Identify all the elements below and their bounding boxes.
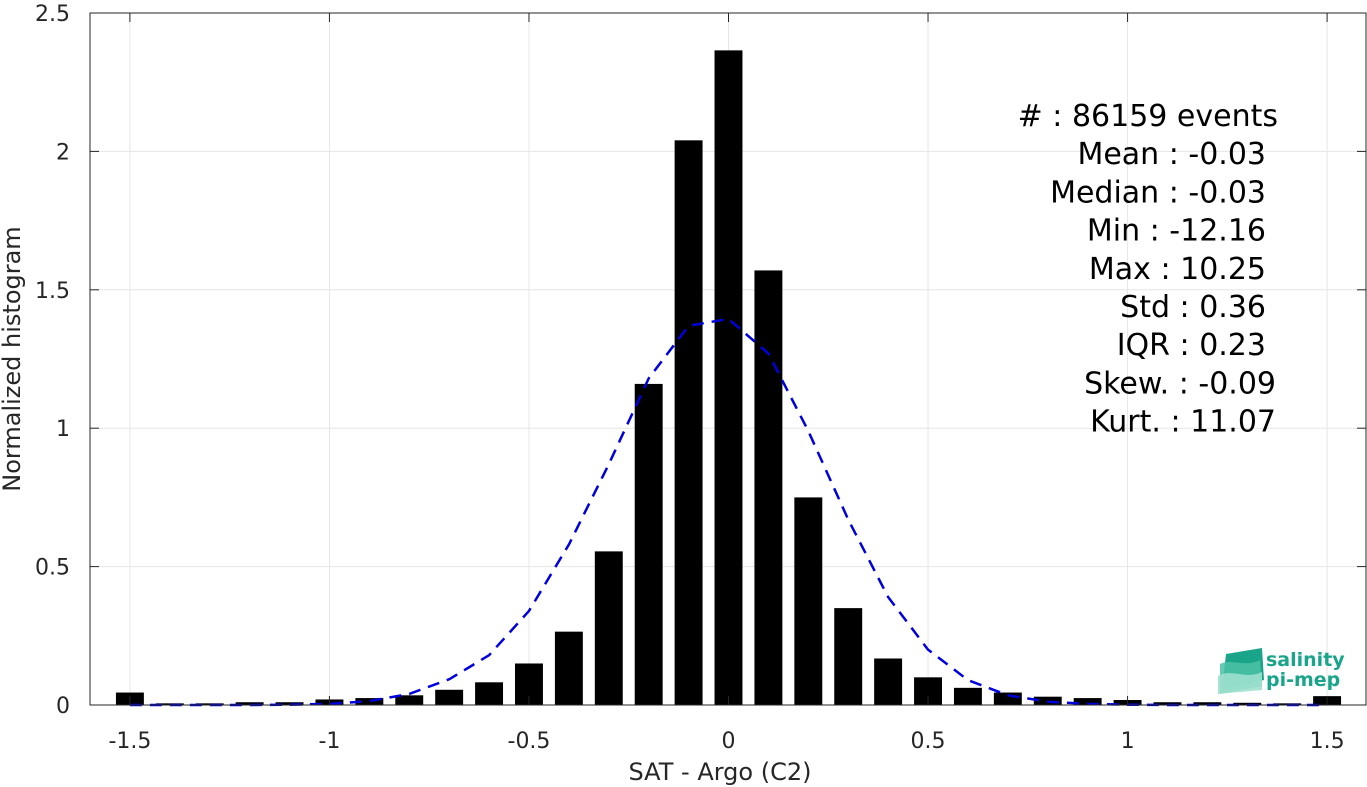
histogram-bar-26	[1153, 702, 1182, 705]
y-tick-label-0: 0	[56, 694, 70, 719]
y-axis-label: Normalized histogram	[0, 226, 26, 491]
logo-line1: salinity	[1266, 649, 1345, 671]
stat-line-6: IQR : 0.23	[1117, 328, 1266, 363]
histogram-bar-15	[714, 50, 743, 706]
stat-line-8: Kurt. : 11.07	[1090, 405, 1276, 440]
x-axis-label: SAT - Argo (C2)	[629, 758, 812, 786]
y-tick-label-2: 1	[56, 417, 70, 442]
stat-line-5: Std : 0.36	[1120, 290, 1266, 325]
histogram-bar-11	[554, 631, 583, 705]
histogram-bar-17	[794, 497, 823, 705]
histogram-bar-13	[634, 383, 663, 705]
logo-line2: pi-mep	[1266, 669, 1340, 691]
histogram-bar-27	[1193, 702, 1222, 705]
y-tick-label-4: 2	[56, 140, 70, 165]
stat-line-0: # : 86159 events	[1018, 99, 1278, 134]
stat-line-4: Max : 10.25	[1089, 252, 1266, 287]
stat-line-3: Min : -12.16	[1087, 214, 1266, 249]
histogram-bar-16	[754, 270, 783, 705]
stat-line-1: Mean : -0.03	[1077, 137, 1266, 172]
x-tick-label-2: -0.5	[508, 729, 551, 754]
histogram-bar-3	[235, 702, 264, 705]
histogram-bar-12	[594, 551, 623, 705]
logo-waves-icon	[1218, 648, 1264, 694]
histogram-bar-6	[355, 698, 384, 705]
x-tick-label-5: 1	[1121, 729, 1135, 754]
histogram-bar-14	[674, 140, 703, 705]
histogram-bar-19	[874, 658, 903, 705]
x-tick-label-4: 0.5	[911, 729, 946, 754]
histogram-bar-24	[1073, 698, 1102, 705]
histogram-bar-21	[953, 687, 982, 705]
x-tick-label-1: -1	[318, 729, 340, 754]
tick-labels: -1.5 -1 -0.5 0 0.5 1 1.5 0 0.5 1 1.5 2 2.5	[35, 2, 1345, 754]
x-tick-label-3: 0	[722, 729, 736, 754]
histogram-bar-18	[834, 608, 863, 705]
histogram-bars	[115, 50, 1342, 706]
y-tick-label-1: 0.5	[35, 556, 70, 581]
histogram-bar-4	[275, 702, 304, 705]
x-tick-label-6: 1.5	[1310, 729, 1345, 754]
y-tick-label-3: 1.5	[35, 279, 70, 304]
histogram-bar-7	[395, 695, 424, 705]
histogram-bar-1	[155, 703, 184, 705]
stat-line-2: Median : -0.03	[1050, 175, 1266, 210]
histogram-bar-9	[475, 682, 504, 705]
axis-ticks	[90, 12, 1366, 706]
y-tick-label-5: 2.5	[35, 2, 70, 27]
stat-line-7: Skew. : -0.09	[1084, 366, 1276, 401]
histogram-bar-2	[195, 703, 224, 705]
histogram-bar-8	[435, 689, 464, 705]
x-tick-label-0: -1.5	[108, 729, 151, 754]
salinity-pi-mep-logo: salinity pi-mep	[1218, 648, 1345, 694]
